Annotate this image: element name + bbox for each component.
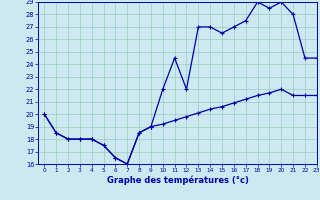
X-axis label: Graphe des températures (°c): Graphe des températures (°c)	[107, 176, 249, 185]
